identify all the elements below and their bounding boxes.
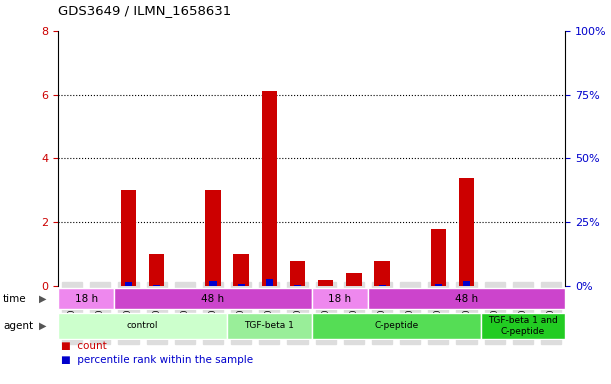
Bar xyxy=(294,285,301,286)
Bar xyxy=(463,281,470,286)
Bar xyxy=(238,284,244,286)
Bar xyxy=(375,260,390,286)
Text: ▶: ▶ xyxy=(38,294,46,304)
Bar xyxy=(481,313,565,339)
Bar xyxy=(121,190,136,286)
Text: ■  count: ■ count xyxy=(61,341,107,351)
Text: 48 h: 48 h xyxy=(455,294,478,304)
Bar xyxy=(210,281,216,286)
Text: TGF-beta 1: TGF-beta 1 xyxy=(244,321,295,330)
Text: 18 h: 18 h xyxy=(328,294,351,304)
Bar xyxy=(435,284,442,286)
Text: agent: agent xyxy=(3,321,33,331)
Bar xyxy=(205,190,221,286)
Bar xyxy=(290,260,306,286)
Bar xyxy=(153,285,160,286)
Text: C-peptide: C-peptide xyxy=(374,321,419,330)
Bar xyxy=(368,288,565,310)
Bar xyxy=(149,254,164,286)
Text: GDS3649 / ILMN_1658631: GDS3649 / ILMN_1658631 xyxy=(58,4,232,17)
Bar xyxy=(58,313,227,339)
Bar xyxy=(227,313,312,339)
Bar xyxy=(233,254,249,286)
Text: control: control xyxy=(127,321,158,330)
Text: time: time xyxy=(3,294,27,304)
Bar xyxy=(318,280,334,286)
Text: TGF-beta 1 and
C-peptide: TGF-beta 1 and C-peptide xyxy=(488,316,558,336)
Text: 18 h: 18 h xyxy=(75,294,98,304)
Bar xyxy=(431,228,446,286)
Bar xyxy=(125,281,132,286)
Bar xyxy=(114,288,312,310)
Bar xyxy=(346,273,362,286)
Bar xyxy=(58,288,114,310)
Bar xyxy=(312,313,481,339)
Bar xyxy=(379,285,386,286)
Bar xyxy=(459,177,474,286)
Text: 48 h: 48 h xyxy=(202,294,225,304)
Bar xyxy=(266,279,273,286)
Bar xyxy=(312,288,368,310)
Text: ▶: ▶ xyxy=(38,321,46,331)
Bar xyxy=(262,91,277,286)
Text: ■  percentile rank within the sample: ■ percentile rank within the sample xyxy=(61,355,253,365)
